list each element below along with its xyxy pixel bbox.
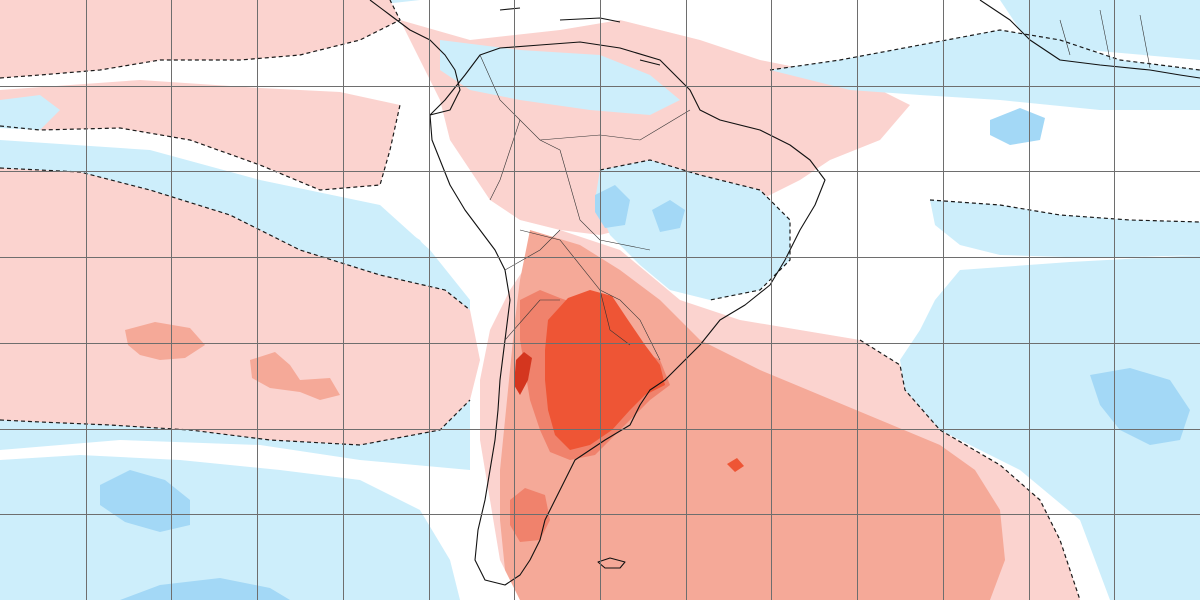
cool-patch-brazil [595,160,790,300]
africa-coastline [979,0,1200,79]
warm-weak-north-pacific [0,80,400,190]
cool-moderate-gulf-guinea [990,108,1045,145]
central-america-coastline [369,0,461,116]
country-borders [479,54,691,361]
cool-patch-far-east [930,200,1200,258]
falkland-islands [597,557,626,569]
cool-moderate-brazil-coast [652,200,685,232]
contour-line-far-east [929,199,1200,223]
cool-patch-north-atlantic [770,30,1200,110]
contour-line-north-atlantic [769,29,1200,71]
warm-weak-pacific [0,168,480,445]
contour-line-pacific-south [0,167,471,311]
contour-line-east-atlantic [859,339,1081,600]
cool-moderate-southwest [100,470,190,532]
contour-line-southwest [0,399,471,446]
cool-patch-andes-west [260,185,440,275]
warm-very-strong-small [727,458,744,472]
warm-weak-northwest [0,0,400,78]
contour-line-brazil [599,159,791,301]
cool-moderate-bottom-left [120,578,290,600]
contour-line-pacific-north [0,104,401,191]
africa-borders [1059,9,1151,69]
south-america-coastline [429,41,826,586]
cool-patch-caribbean [440,40,680,115]
warm-extreme-andes [514,352,532,395]
cool-patch-northwest [0,95,60,130]
warm-moderate-pacific-blob [125,322,205,360]
cool-moderate-brazil-interior [595,185,630,228]
warm-moderate-pacific-blob-2 [250,352,340,400]
contour-line-north [0,0,401,79]
warm-very-strong-core [545,290,665,450]
